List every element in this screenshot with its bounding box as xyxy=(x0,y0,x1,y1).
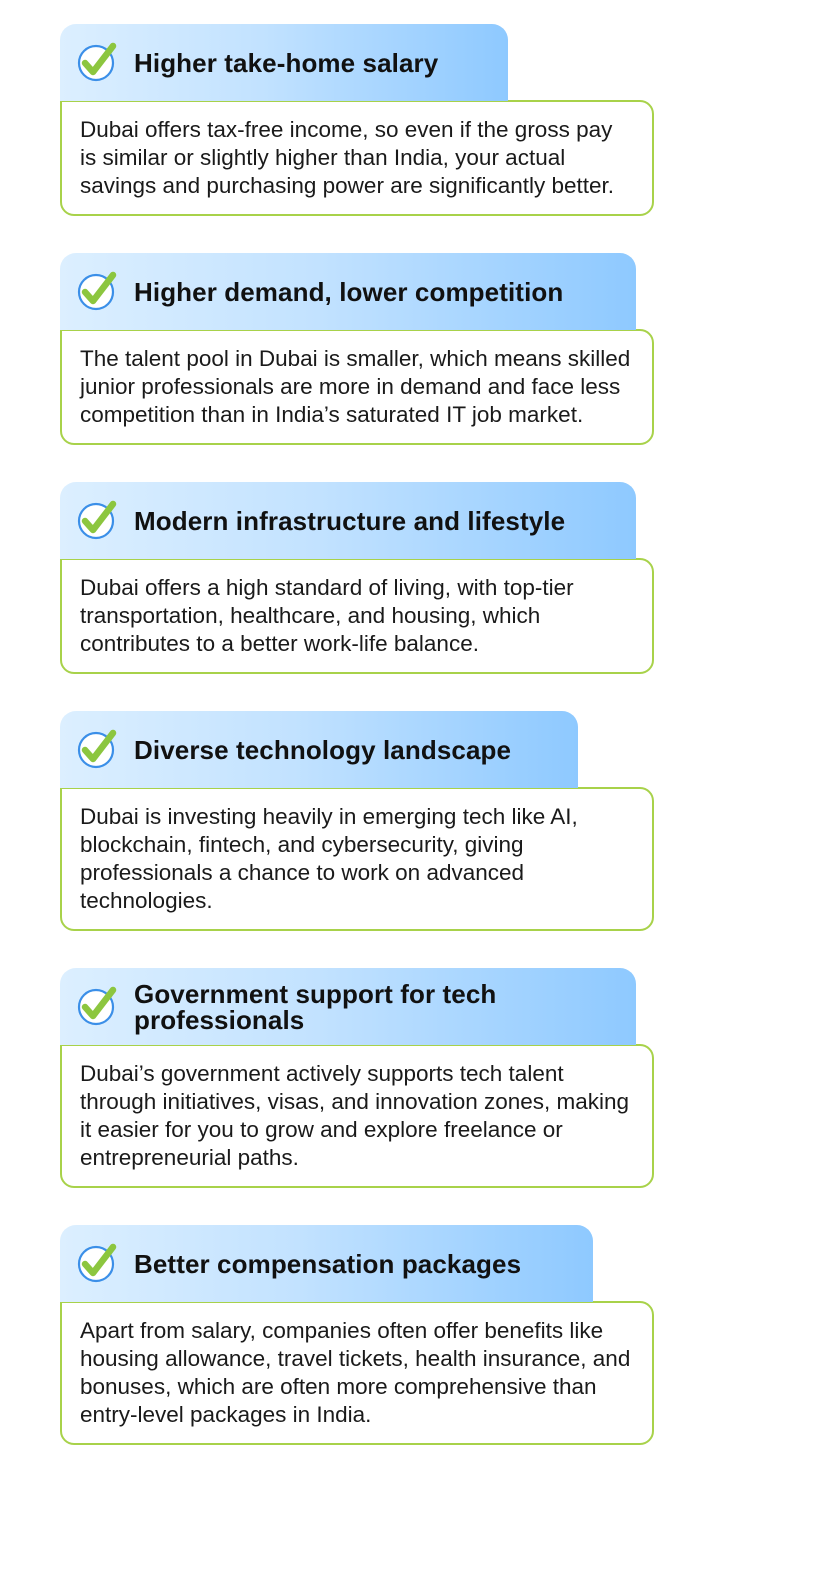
benefit-card-description: Dubai’s government actively supports tec… xyxy=(60,1044,654,1188)
benefit-card-title: Better compensation packages xyxy=(134,1248,522,1279)
benefit-card-title: Government support for tech professional… xyxy=(134,978,497,1035)
check-circle-icon xyxy=(77,729,117,768)
benefit-card: Diverse technology landscape Dubai is in… xyxy=(60,711,660,931)
check-circle-icon xyxy=(77,500,117,539)
benefit-card-description: Dubai is investing heavily in emerging t… xyxy=(60,787,654,931)
check-circle-icon xyxy=(77,42,117,81)
benefits-list: Higher take-home salary Dubai offers tax… xyxy=(60,24,660,1482)
benefit-card: Better compensation packages Apart from … xyxy=(60,1225,660,1445)
benefit-card-description: The talent pool in Dubai is smaller, whi… xyxy=(60,329,654,445)
benefit-card-title: Modern infrastructure and lifestyle xyxy=(134,505,566,536)
benefit-card-header: Modern infrastructure and lifestyle xyxy=(60,482,636,559)
benefit-card-header: Government support for tech professional… xyxy=(60,968,636,1045)
benefit-card-header: Diverse technology landscape xyxy=(60,711,578,788)
check-circle-icon xyxy=(77,986,117,1025)
benefit-card-title: Higher demand, lower competition xyxy=(134,276,564,307)
benefit-card-description: Dubai offers tax-free income, so even if… xyxy=(60,100,654,216)
benefit-card-description: Dubai offers a high standard of living, … xyxy=(60,558,654,674)
benefit-card: Higher demand, lower competition The tal… xyxy=(60,253,660,445)
benefit-card: Modern infrastructure and lifestyle Duba… xyxy=(60,482,660,674)
benefit-card-title: Diverse technology landscape xyxy=(134,734,512,765)
benefit-card-title: Higher take-home salary xyxy=(134,47,439,78)
benefit-card-header: Higher demand, lower competition xyxy=(60,253,636,330)
benefit-card-header: Higher take-home salary xyxy=(60,24,508,101)
benefit-card-description: Apart from salary, companies often offer… xyxy=(60,1301,654,1445)
check-circle-icon xyxy=(77,1243,117,1282)
benefit-card: Higher take-home salary Dubai offers tax… xyxy=(60,24,660,216)
benefit-card-header: Better compensation packages xyxy=(60,1225,593,1302)
benefit-card: Government support for tech professional… xyxy=(60,968,660,1188)
check-circle-icon xyxy=(77,271,117,310)
